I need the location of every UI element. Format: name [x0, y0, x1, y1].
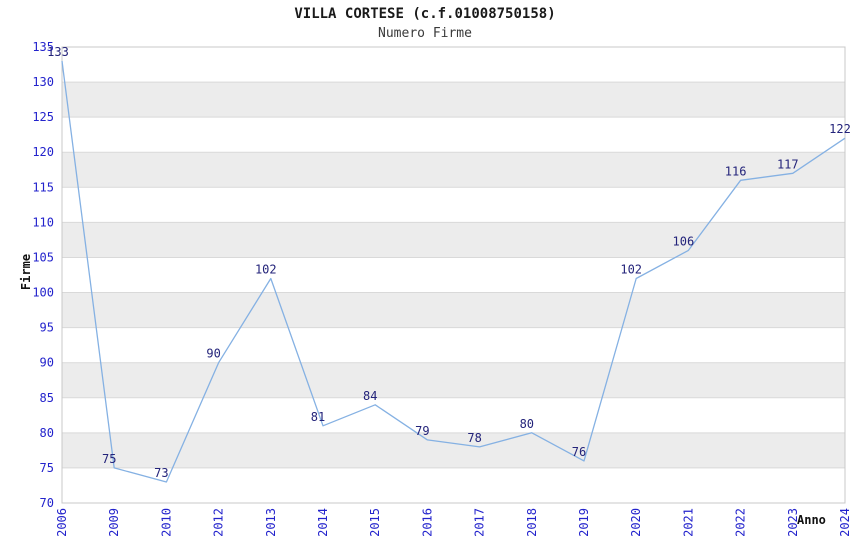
- data-point-label: 102: [255, 263, 277, 277]
- grid-band: [62, 432, 845, 468]
- grid-band: [62, 82, 845, 118]
- grid-band: [62, 152, 845, 188]
- data-point-label: 80: [520, 417, 534, 431]
- x-tick-label: 2017: [473, 508, 487, 537]
- plot-border: [61, 46, 846, 504]
- x-tick-label: 2015: [368, 508, 382, 537]
- chart-subtitle: Numero Firme: [378, 26, 472, 41]
- y-tick-label: 105: [32, 250, 54, 264]
- data-point-label: 73: [154, 466, 168, 480]
- x-tick-label: 2024: [838, 508, 850, 537]
- x-tick-label: 2020: [629, 508, 643, 537]
- x-tick-label: 2016: [420, 508, 434, 537]
- x-tick-label: 2013: [264, 508, 278, 537]
- y-tick-label: 95: [40, 321, 54, 335]
- y-tick-label: 115: [32, 180, 54, 194]
- series-line: [61, 60, 846, 483]
- x-tick-label: 2019: [577, 508, 591, 537]
- data-point-label: 78: [467, 431, 481, 445]
- data-point-label: 133: [47, 45, 69, 59]
- grid-band: [62, 362, 845, 398]
- y-tick-label: 80: [40, 426, 54, 440]
- y-tick-label: 135: [32, 40, 54, 54]
- y-tick-label: 70: [40, 496, 54, 510]
- x-tick-label: 2012: [212, 508, 226, 537]
- data-point-label: 79: [415, 424, 429, 438]
- data-point-label: 106: [673, 234, 695, 248]
- y-tick-label: 85: [40, 391, 54, 405]
- y-axis-title: Firme: [19, 253, 33, 291]
- y-tick-label: 120: [32, 145, 54, 159]
- chart-title: VILLA CORTESE (c.f.01008750158): [294, 6, 556, 22]
- x-tick-label: 2021: [681, 508, 695, 537]
- x-tick-label: 2010: [159, 508, 173, 537]
- y-tick-label: 110: [32, 215, 54, 229]
- grid-band: [62, 222, 845, 258]
- data-point-label: 90: [206, 347, 220, 361]
- x-tick-label: 2018: [525, 508, 539, 537]
- x-tick-label: 2006: [55, 508, 69, 537]
- x-axis-title: Anno: [797, 513, 826, 527]
- x-tick-label: 2014: [316, 508, 330, 537]
- y-tick-label: 100: [32, 286, 54, 300]
- y-tick-label: 130: [32, 75, 54, 89]
- grid-band: [62, 292, 845, 328]
- data-point-label: 76: [572, 445, 586, 459]
- data-point-label: 117: [777, 157, 799, 171]
- data-point-label: 116: [725, 164, 747, 178]
- y-tick-label: 75: [40, 461, 54, 475]
- data-point-label: 84: [363, 389, 377, 403]
- x-tick-label: 2022: [734, 508, 748, 537]
- data-point-label: 75: [102, 452, 116, 466]
- data-point-label: 122: [829, 122, 850, 136]
- y-tick-label: 125: [32, 110, 54, 124]
- y-tick-label: 90: [40, 356, 54, 370]
- x-tick-label: 2023: [786, 508, 800, 537]
- x-tick-label: 2009: [107, 508, 121, 537]
- data-point-label: 102: [620, 263, 642, 277]
- data-point-label: 81: [311, 410, 325, 424]
